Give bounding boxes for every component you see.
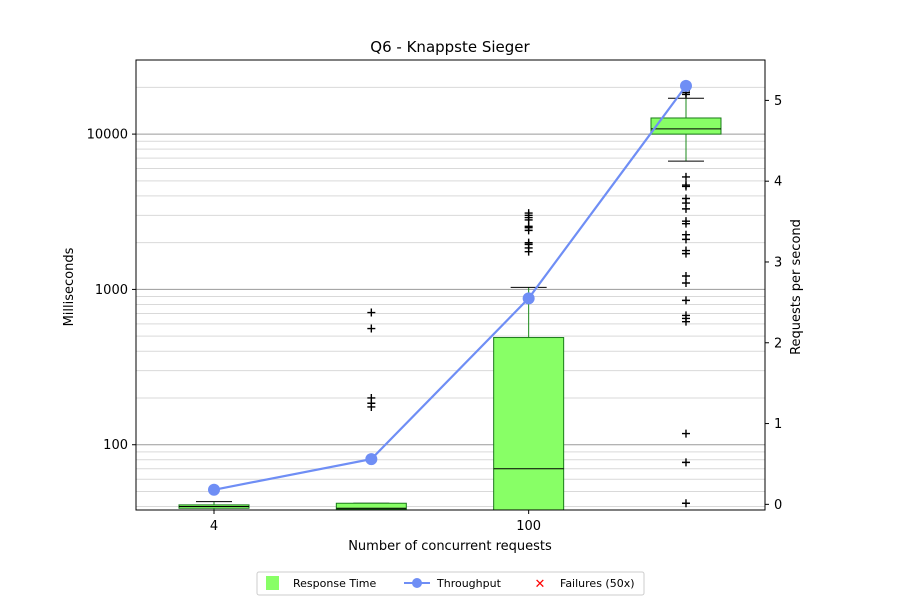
outlier-marker <box>681 429 690 438</box>
x-axis-label: Number of concurrent requests <box>348 539 552 554</box>
y-right-tick-label: 5 <box>774 94 782 109</box>
outlier-marker <box>681 458 690 467</box>
outlier-marker <box>681 272 690 281</box>
outlier-marker <box>367 393 376 402</box>
y-right-tick-label: 3 <box>774 255 782 270</box>
outlier-marker <box>681 246 690 255</box>
outlier-marker <box>681 194 690 203</box>
legend: Response Time Throughput ✕ Failures (50x… <box>256 571 645 596</box>
axes: 100 1000 10000 0 1 2 3 4 5 4 100 <box>87 94 783 534</box>
outlier-marker <box>681 181 690 190</box>
throughput-point <box>208 483 220 496</box>
throughput-line <box>213 85 687 491</box>
plot-frame <box>135 59 766 511</box>
legend-swatch-failures: ✕ <box>535 577 546 592</box>
outlier-marker <box>681 311 690 320</box>
throughput-point <box>679 79 692 92</box>
outlier-marker <box>367 324 376 333</box>
outlier-marker <box>681 172 690 181</box>
y-right-tick-label: 0 <box>774 498 782 513</box>
throughput-point <box>365 453 378 466</box>
response-time-box <box>650 117 722 135</box>
outlier-marker <box>524 238 533 247</box>
y-left-tick-label: 100 <box>103 438 128 453</box>
legend-label-throughput: Throughput <box>436 577 502 590</box>
y-right-tick-label: 4 <box>774 175 782 190</box>
response-time-box <box>335 502 407 510</box>
outlier-marker <box>681 217 690 226</box>
chart-title: Q6 - Knappste Sieger <box>370 38 530 56</box>
throughput-series <box>208 79 692 496</box>
outlier-marker <box>367 308 376 317</box>
response-time-box <box>493 337 565 511</box>
y-axis-left-label: Milliseconds <box>62 247 77 326</box>
x-tick-label: 100 <box>516 519 541 534</box>
legend-frame <box>256 571 645 596</box>
grid-lines <box>136 59 765 508</box>
y-right-tick-label: 1 <box>774 417 782 432</box>
legend-label-response-time: Response Time <box>293 577 376 590</box>
x-tick-label: 4 <box>210 519 218 534</box>
outlier-marker <box>681 230 690 239</box>
y-right-tick-label: 2 <box>774 336 782 351</box>
throughput-point <box>522 292 535 305</box>
y-left-tick-label: 10000 <box>87 128 128 143</box>
outlier-marker <box>681 278 690 287</box>
y-axis-right-label: Requests per second <box>789 219 804 355</box>
legend-swatch-response-time <box>266 576 279 590</box>
outlier-marker <box>681 499 690 508</box>
outlier-marker <box>681 296 690 305</box>
legend-swatch-throughput-marker <box>412 578 422 588</box>
outlier-marker <box>524 209 533 218</box>
legend-label-failures: Failures (50x) <box>560 577 635 590</box>
y-left-tick-label: 1000 <box>95 283 128 298</box>
